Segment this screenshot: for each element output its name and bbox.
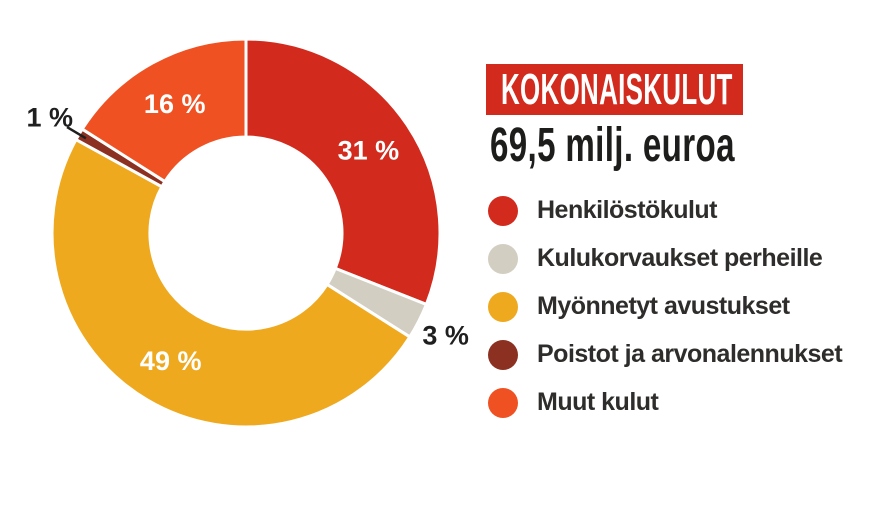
total-amount: 69,5 milj. euroa: [490, 122, 845, 181]
slice-percent-label: 1 %: [27, 103, 74, 133]
donut-slice-henkilostokulut: [244, 37, 442, 306]
legend-item-label: Henkilöstökulut: [537, 196, 718, 224]
slice-percent-label: 31 %: [338, 136, 400, 166]
donut-slice-myonnetyt-avustukset: [50, 138, 412, 429]
legend-color-dot: [488, 339, 518, 370]
legend-color-dot: [488, 387, 518, 418]
legend-item-label: Poistot ja arvonalennukset: [537, 340, 843, 368]
total-costs-badge: KOKONAISKULUT: [486, 64, 743, 115]
total-amount-text: 69,5 milj. euroa: [490, 119, 735, 172]
legend-item-label: Myönnetyt avustukset: [537, 292, 790, 320]
legend-item-myonnetyt-avustukset: Myönnetyt avustukset: [488, 291, 842, 322]
legend-color-dot: [488, 243, 518, 274]
slice-leader-line: [66, 126, 87, 140]
legend-item-poistot-ja-arvonalennukset: Poistot ja arvonalennukset: [488, 339, 843, 370]
slice-percent-label: 16 %: [144, 89, 206, 119]
donut-slice-muut-kulut: [80, 37, 248, 184]
legend-item-label: Kulukorvaukset perheille: [537, 244, 823, 272]
legend-item-label: Muut kulut: [537, 388, 659, 416]
legend-color-dot: [488, 291, 518, 322]
legend-item-muut-kulut: Muut kulut: [488, 387, 842, 418]
chart-legend: Henkilöstökulut Kulukorvaukset perheille…: [488, 195, 843, 435]
legend-item-henkilostokulut: Henkilöstökulut: [488, 195, 842, 226]
legend-color-dot: [488, 195, 518, 226]
slice-percent-label: 49 %: [140, 346, 202, 376]
slice-percent-label: 3 %: [422, 320, 469, 350]
total-costs-badge-text: KOKONAISKULUT: [501, 64, 733, 114]
legend-item-kulukorvaukset-perheille: Kulukorvaukset perheille: [488, 243, 842, 274]
donut-chart: 31 % 3 % 49 % 1 % 16 %: [27, 37, 469, 429]
